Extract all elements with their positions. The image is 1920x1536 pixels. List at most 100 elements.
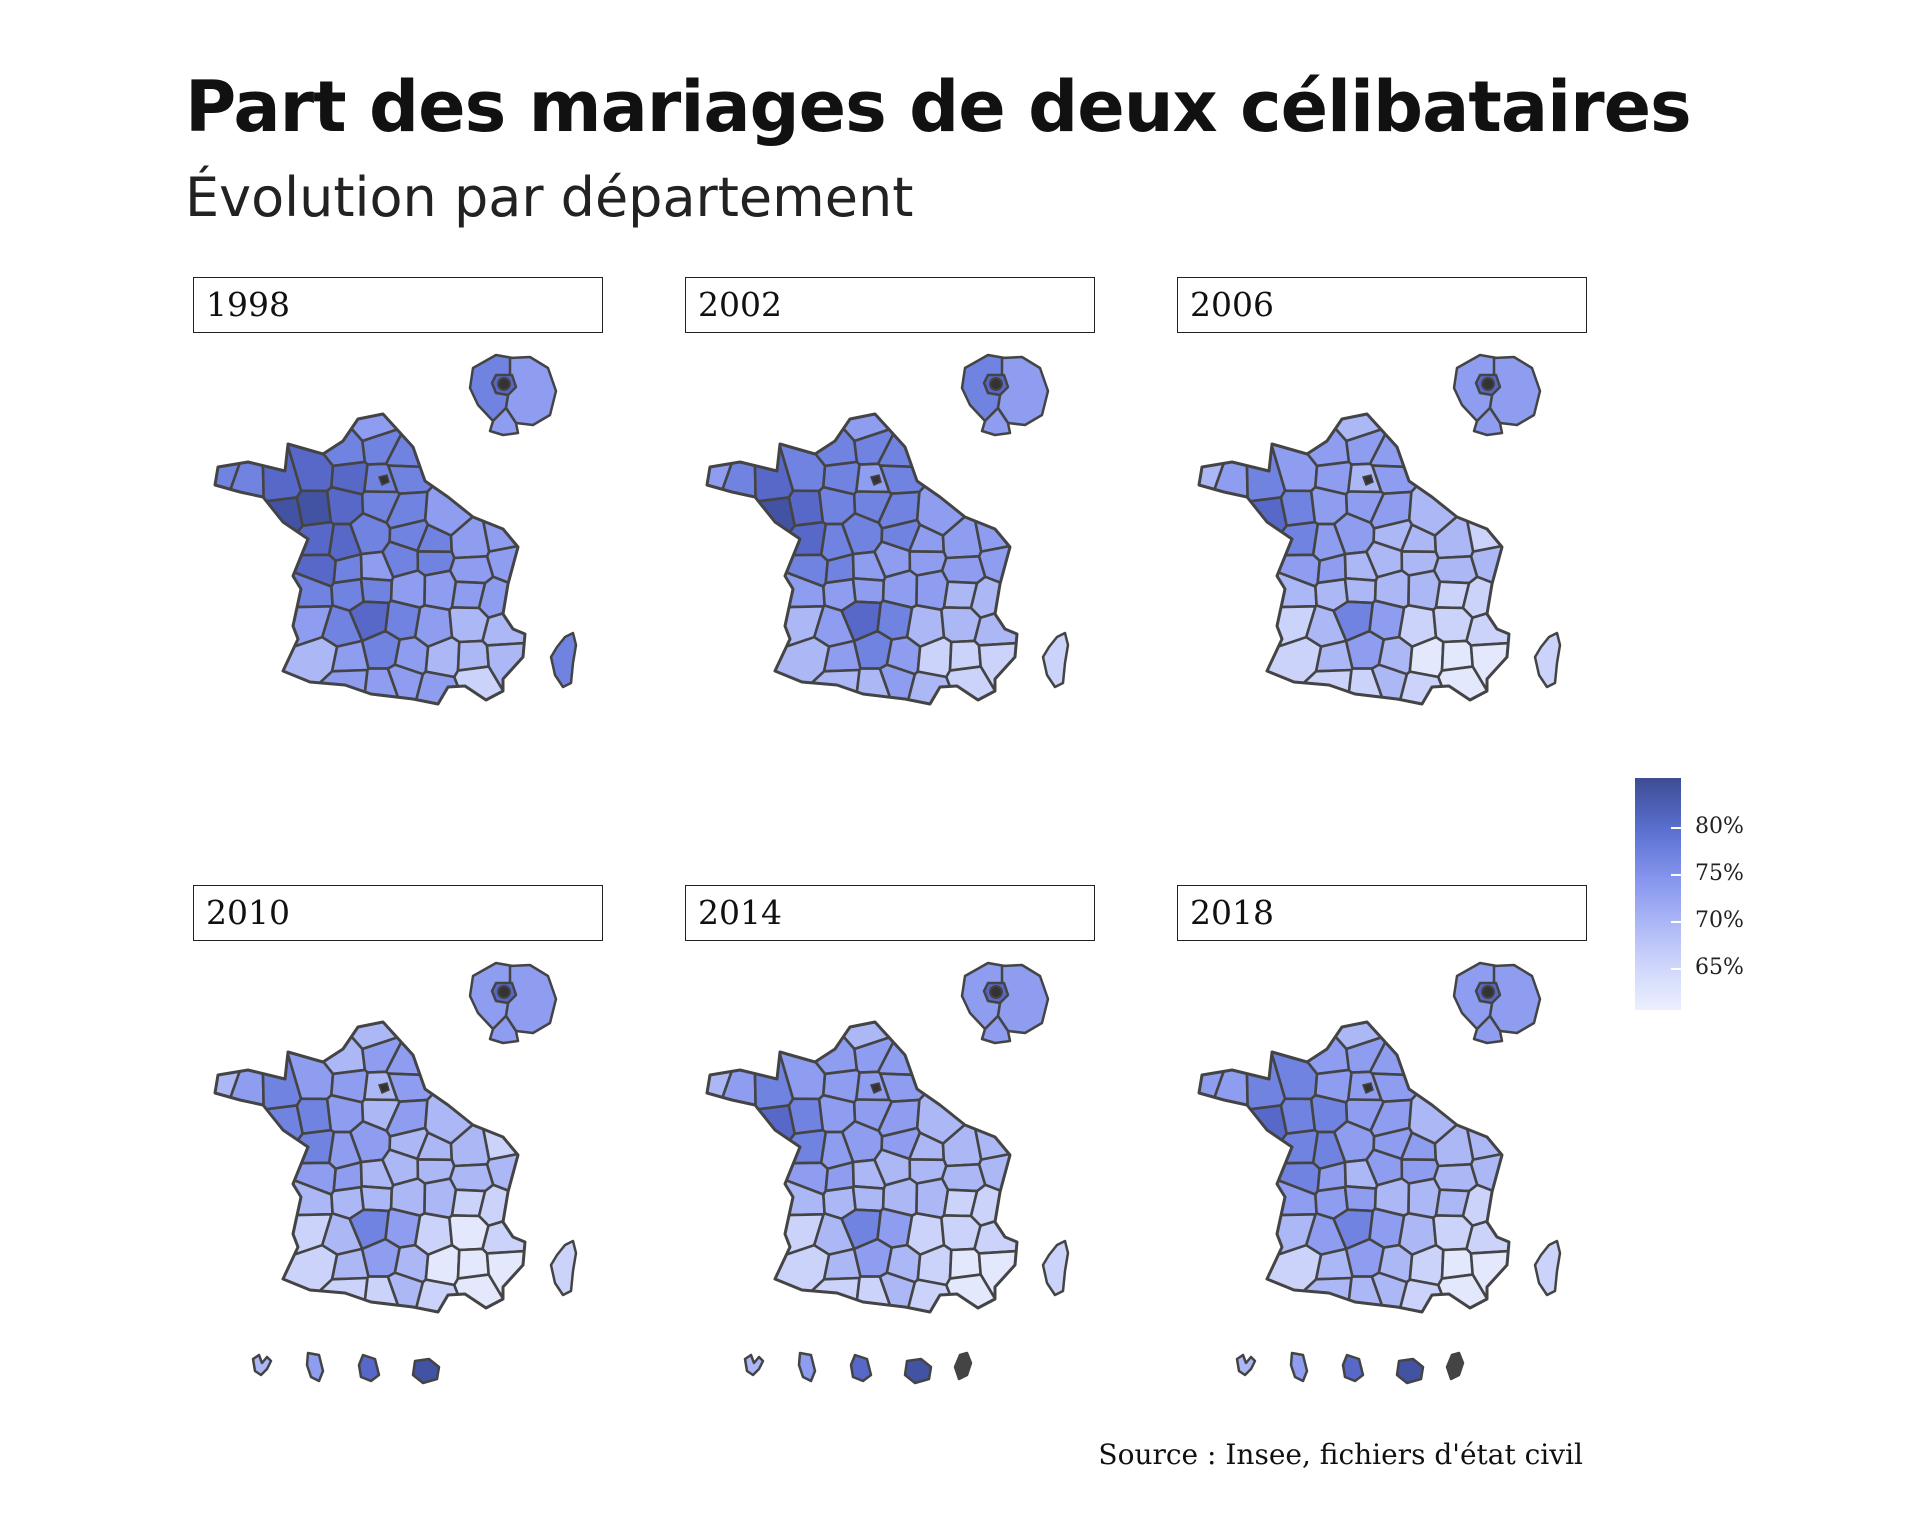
france-map [685, 345, 1095, 799]
paris-dept [378, 1082, 390, 1094]
overseas-departments [251, 1351, 441, 1385]
france-map [1177, 345, 1587, 799]
department-area [477, 1183, 525, 1227]
department-area [1343, 577, 1378, 605]
department-area [1199, 414, 1250, 586]
idf-department [1472, 1014, 1504, 1045]
department-area [945, 1273, 1014, 1312]
department-area [1279, 1097, 1317, 1135]
chart-subtitle: Évolution par département [185, 166, 914, 229]
department-area [1437, 665, 1506, 704]
idf-department [488, 1014, 520, 1045]
department-area [1199, 1022, 1250, 1194]
map-svg [1197, 961, 1562, 1385]
department-area [1264, 668, 1353, 704]
overseas-dept [357, 1353, 381, 1383]
map-panel-2014: 2014 [685, 885, 1097, 1405]
panel-year-label: 2006 [1177, 277, 1587, 333]
panel-year-label: 2002 [685, 277, 1095, 333]
france-map [685, 953, 1095, 1407]
legend-tick [1671, 921, 1681, 923]
source-note: Source : Insee, fichiers d'état civil [1098, 1438, 1583, 1471]
department-area [787, 1097, 825, 1135]
metropole [705, 1020, 1019, 1314]
overseas-dept [903, 1357, 933, 1385]
department-area [477, 575, 525, 619]
department-area [707, 1022, 758, 1194]
overseas-dept [1445, 1351, 1465, 1381]
france-outline [213, 1020, 527, 1314]
department-area [707, 1104, 796, 1195]
overseas-dept [1289, 1351, 1309, 1383]
department-area [215, 1104, 304, 1195]
corsica [1533, 631, 1562, 689]
ile-de-france-inset [468, 961, 558, 1045]
overseas-dept [305, 1351, 325, 1383]
idf-department [488, 406, 520, 437]
metropole [1197, 412, 1511, 706]
overseas-dept [251, 1353, 273, 1377]
department-area [1371, 1072, 1435, 1103]
department-area [295, 489, 333, 527]
overseas-departments [1235, 1351, 1465, 1385]
chart-title: Part des mariages de deux célibataires [185, 66, 1692, 148]
overseas-dept [411, 1357, 441, 1385]
paris-dept [378, 474, 390, 486]
department-area [423, 1177, 458, 1220]
department-area [772, 1276, 861, 1312]
corsica [1041, 631, 1070, 689]
department-area [423, 569, 458, 612]
panel-year-label: 1998 [193, 277, 603, 333]
department-area [1461, 1183, 1509, 1227]
department-area [940, 555, 987, 585]
france-outline [705, 412, 1019, 706]
department-area [915, 1177, 950, 1220]
department-area [915, 569, 950, 612]
paris-dept [1362, 474, 1374, 486]
department-area [1407, 1177, 1442, 1220]
department-area [1199, 1243, 1323, 1312]
paris-dept [870, 474, 882, 486]
map-svg [213, 961, 578, 1385]
color-legend: 80% 75% 70% 65% [1635, 778, 1765, 1018]
france-map [1177, 953, 1587, 1407]
department-area [1264, 1276, 1353, 1312]
department-area [940, 1163, 987, 1193]
legend-label-70: 70% [1695, 908, 1744, 933]
corsica [549, 1239, 578, 1297]
overseas-dept [953, 1351, 973, 1381]
department-area [215, 635, 339, 704]
map-svg [705, 353, 1070, 706]
department-area [851, 577, 886, 605]
corsica [1533, 1239, 1562, 1297]
department-area [969, 575, 1017, 619]
overseas-departments [743, 1351, 973, 1385]
department-area [1343, 1185, 1378, 1213]
legend-label-75: 75% [1695, 861, 1744, 886]
department-area [215, 1022, 266, 1194]
legend-gradient-bar [1635, 778, 1681, 1010]
corsica [549, 631, 578, 689]
overseas-dept [1235, 1353, 1257, 1377]
department-area [707, 496, 796, 587]
france-outline [1197, 412, 1511, 706]
overseas-dept [1341, 1353, 1365, 1383]
map-panel-2018: 2018 [1177, 885, 1589, 1405]
map-svg [705, 961, 1070, 1385]
department-area [1432, 1163, 1479, 1193]
department-area [707, 414, 758, 586]
ile-de-france-inset [468, 353, 558, 437]
france-map [193, 345, 603, 799]
legend-label-65: 65% [1695, 955, 1744, 980]
panel-year-label: 2018 [1177, 885, 1587, 941]
metropole [213, 1020, 527, 1314]
department-area [359, 1185, 394, 1213]
department-area [453, 1273, 522, 1312]
ile-de-france-inset [1452, 353, 1542, 437]
department-area [215, 1243, 339, 1312]
legend-tick [1671, 968, 1681, 970]
legend-tick [1671, 874, 1681, 876]
map-panel-2006: 2006 [1177, 277, 1589, 797]
department-area [1432, 555, 1479, 585]
idf-department [1472, 406, 1504, 437]
